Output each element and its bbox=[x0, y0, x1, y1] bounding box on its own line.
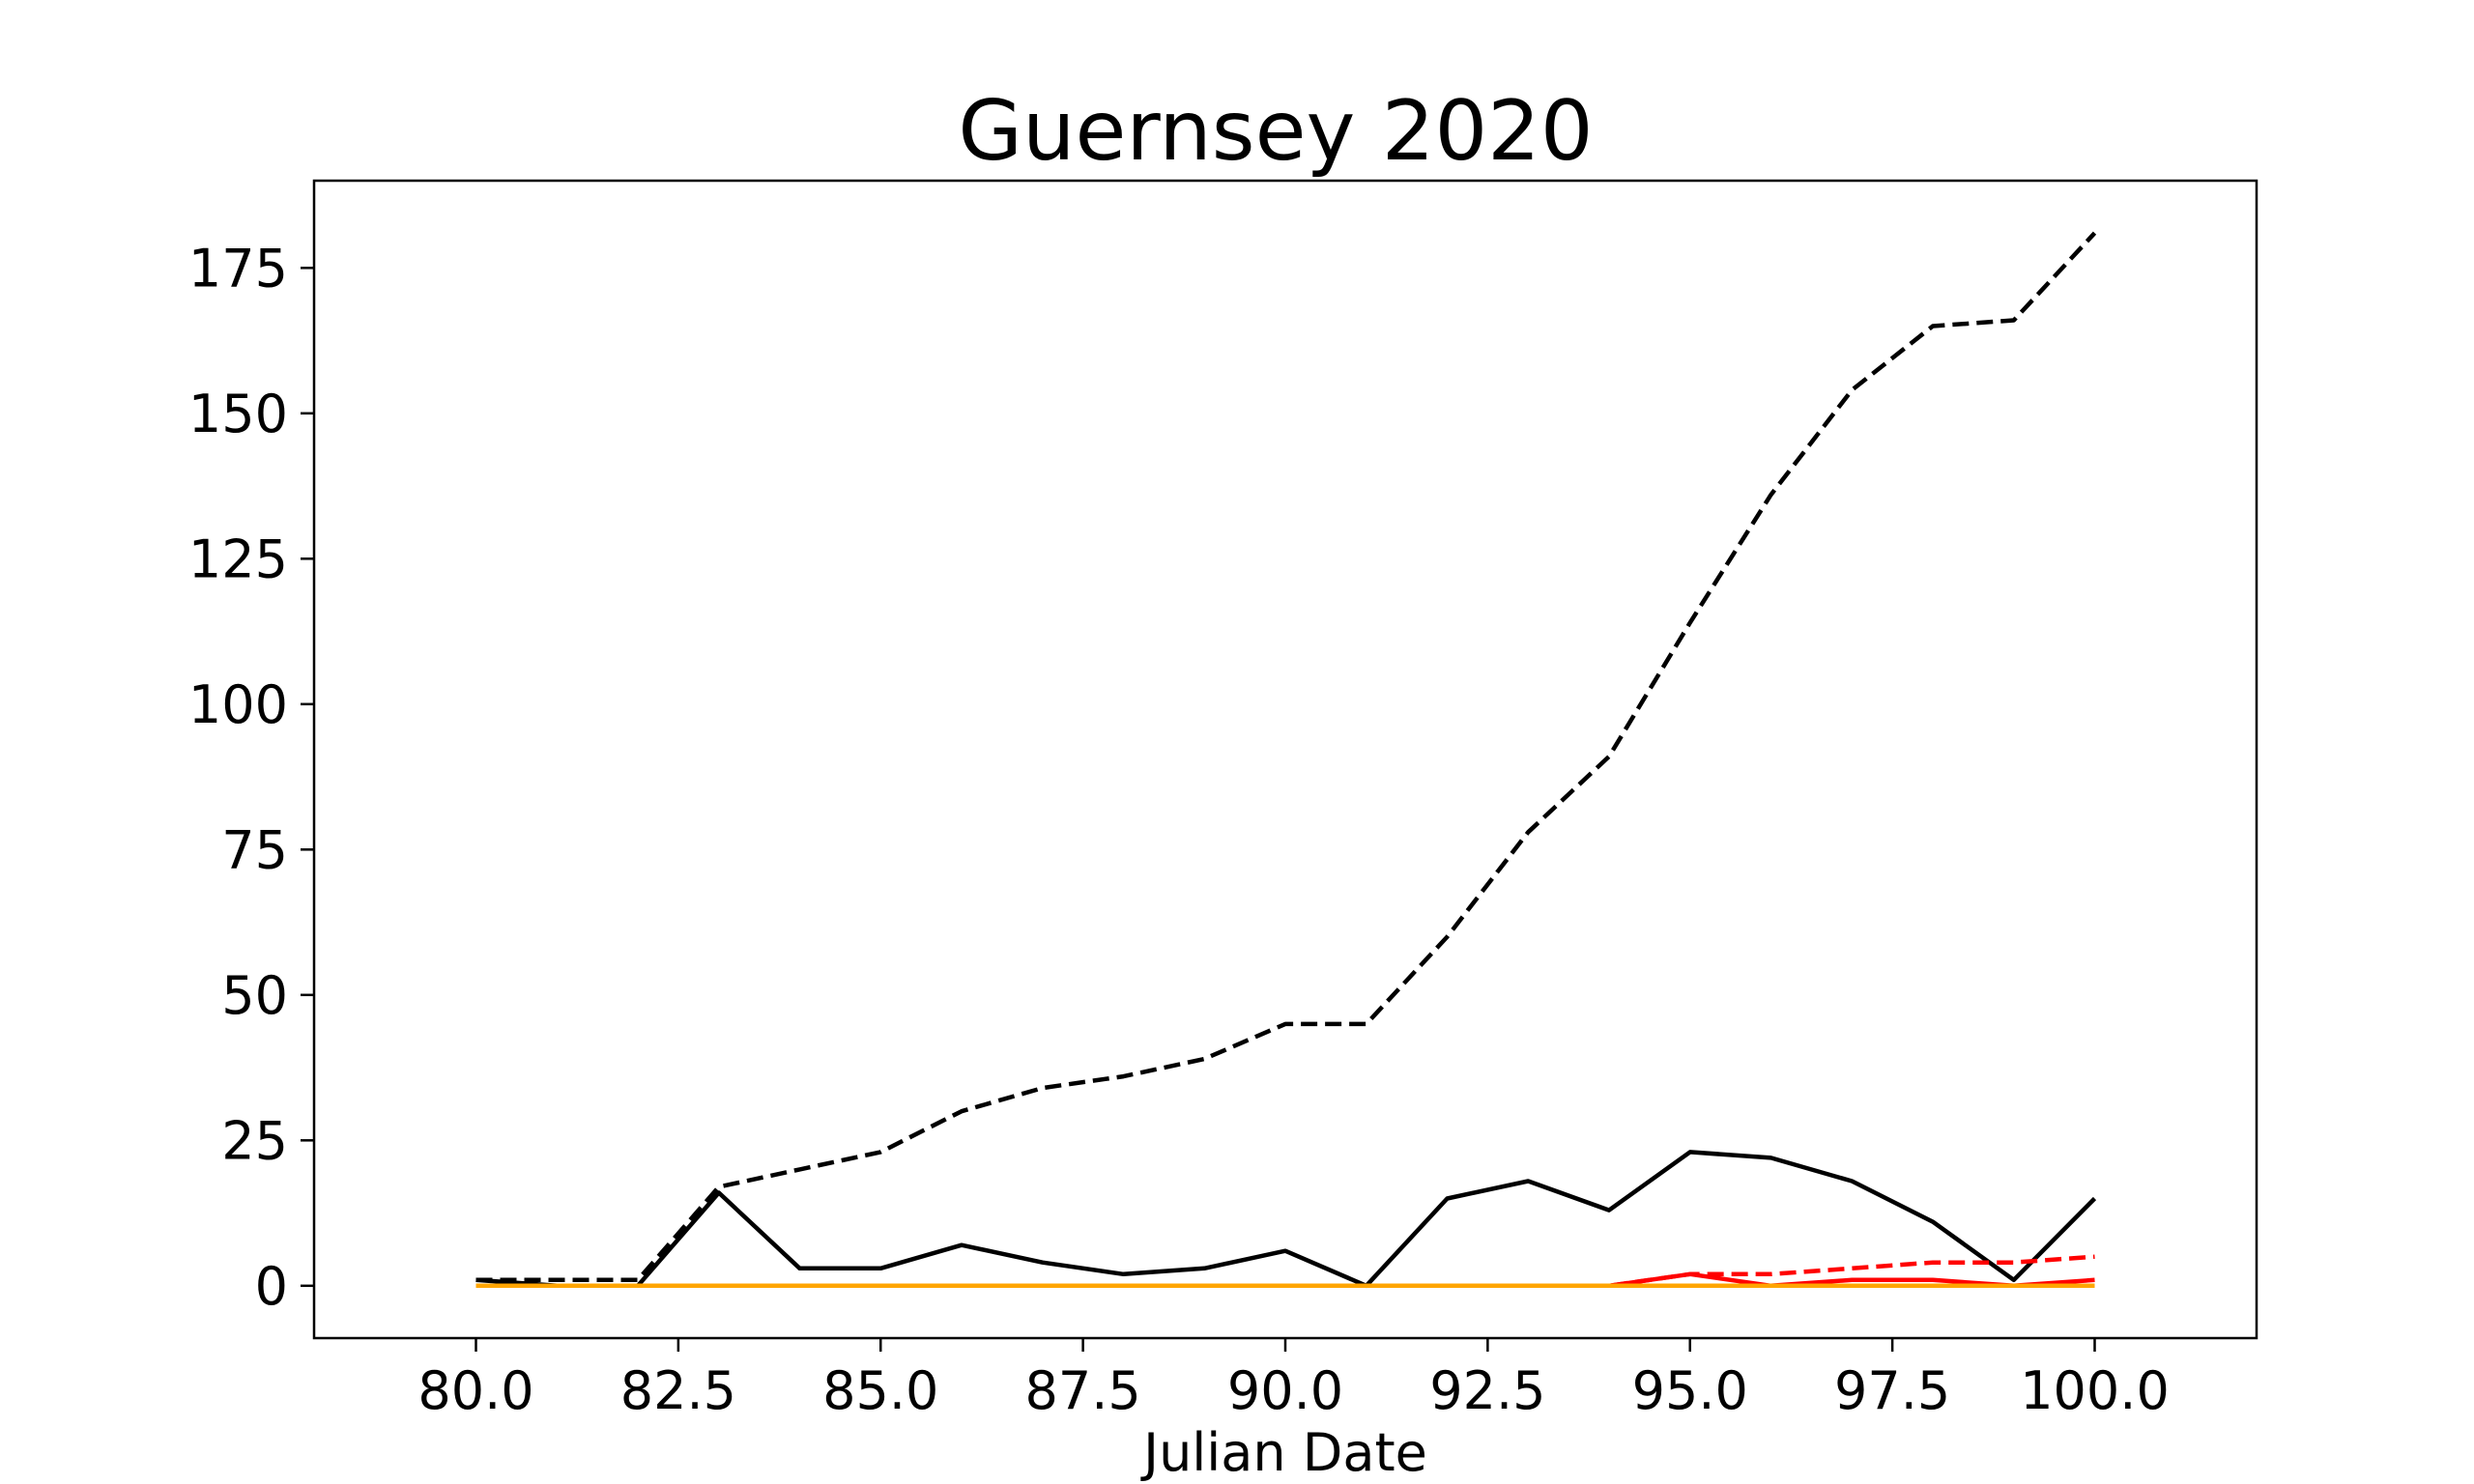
x-tick-label: 97.5 bbox=[1834, 1360, 1950, 1421]
y-tick-label: 125 bbox=[188, 528, 288, 589]
x-tick-label: 95.0 bbox=[1632, 1360, 1748, 1421]
y-axis: 0 25 50 75 100 125 150 175 bbox=[188, 238, 314, 1317]
x-axis-label: Julian Date bbox=[1140, 1422, 1427, 1483]
y-tick-label: 150 bbox=[188, 384, 288, 444]
x-tick-label: 87.5 bbox=[1025, 1360, 1141, 1421]
y-tick-label: 100 bbox=[188, 674, 288, 735]
y-tick-label: 50 bbox=[221, 965, 288, 1026]
x-tick-label: 85.0 bbox=[822, 1360, 938, 1421]
series-line-1 bbox=[475, 231, 2097, 1283]
y-tick-label: 0 bbox=[255, 1256, 288, 1317]
series-line-2 bbox=[475, 1150, 2097, 1289]
x-tick-label: 80.0 bbox=[417, 1360, 533, 1421]
y-tick-label: 25 bbox=[221, 1110, 288, 1171]
x-tick-label: 100.0 bbox=[2020, 1360, 2170, 1421]
plot-frame bbox=[312, 179, 2258, 1340]
plot-area bbox=[475, 231, 2097, 1289]
x-tick-label: 90.0 bbox=[1227, 1360, 1343, 1421]
x-axis: 80.0 82.5 85.0 87.5 90.0 92.5 95.0 97.5 100.0 bbox=[417, 1338, 2170, 1421]
x-tick-label: 82.5 bbox=[620, 1360, 736, 1421]
y-tick-label: 75 bbox=[221, 819, 288, 880]
x-tick-label: 92.5 bbox=[1429, 1360, 1545, 1421]
y-tick-label: 175 bbox=[188, 238, 288, 299]
chart-title: Guernsey 2020 bbox=[958, 83, 1593, 180]
